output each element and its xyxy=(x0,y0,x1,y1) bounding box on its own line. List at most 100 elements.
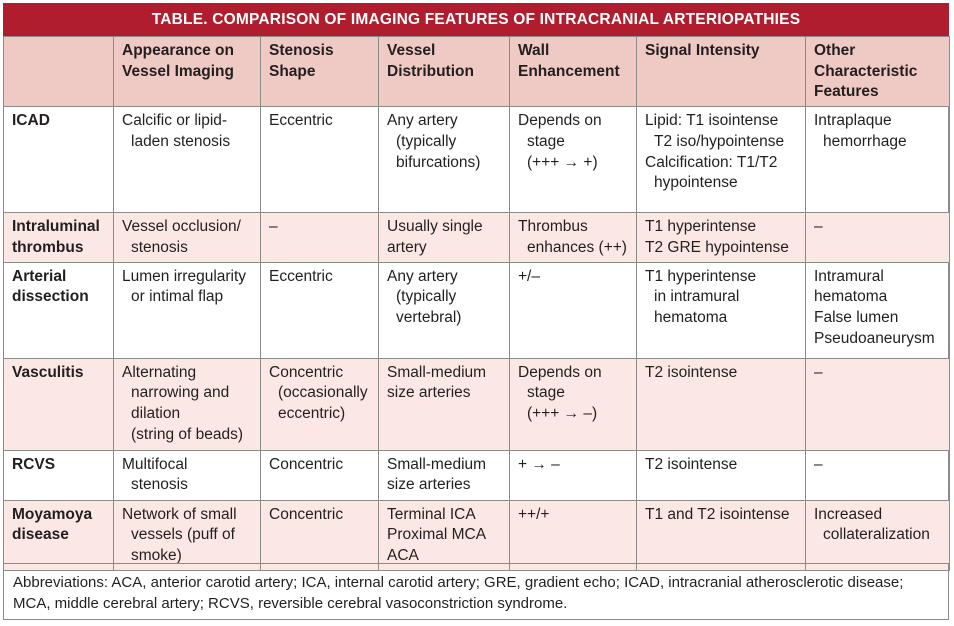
footnote-line: Abbreviations: ACA, anterior carotid art… xyxy=(13,574,904,591)
cell-text: False lumen xyxy=(814,308,899,326)
cell-text: Arterial xyxy=(12,267,67,285)
cell-text: Network of small xyxy=(122,505,237,523)
cell-text: vertebral) xyxy=(396,308,462,326)
cell-text: RCVS xyxy=(12,455,56,473)
cell-text: disease xyxy=(12,526,69,544)
cell-text: Small-medium xyxy=(387,363,487,381)
cell-text: collateralization xyxy=(823,526,930,544)
cell-text: in intramural xyxy=(654,288,740,306)
header-stenosis-shape: Stenosis Shape xyxy=(260,35,379,108)
cell-text: artery xyxy=(387,238,427,256)
cell-text: T2 isointense xyxy=(645,363,738,381)
stenosis-shape-cell: Eccentric xyxy=(260,261,379,359)
cell-text: T2 isointense xyxy=(645,455,738,473)
appearance-cell: Calcific or lipid-laden stenosis xyxy=(113,106,261,214)
header-text: Distribution xyxy=(387,62,474,80)
table-row-icad: ICAD Calcific or lipid-laden stenosis Ecce… xyxy=(3,106,950,214)
header-text: Shape xyxy=(269,62,316,80)
header-wall-enhancement: Wall Enhancement xyxy=(509,35,637,108)
cell-text: Increased xyxy=(814,505,883,523)
cell-text: T2 iso/hypointense xyxy=(654,132,785,150)
table-row-arterial-dissection: Arterial dissection Lumen irregularity or i… xyxy=(3,261,950,359)
cell-text: – xyxy=(814,363,823,381)
header-text: Features xyxy=(814,83,879,101)
other-features-cell: Intramural hematoma False lumen Pseudoaneur… xyxy=(805,261,950,359)
footnote-line: MCA, middle cerebral artery; RCVS, rever… xyxy=(13,594,568,612)
cell-text: +/– xyxy=(518,267,540,285)
vessel-distribution-cell: Small-medium size arteries xyxy=(378,449,510,501)
wall-enhancement-cell: Thrombus enhances (++) xyxy=(509,212,637,263)
cell-text: (+++ → –) xyxy=(527,404,598,422)
cell-text: hemorrhage xyxy=(823,132,907,150)
header-vessel-distribution: Vessel Distribution xyxy=(378,35,510,108)
cell-text: Pseudoaneurysm xyxy=(814,329,935,347)
cell-text: Alternating xyxy=(122,363,197,381)
cell-text: bifurcations) xyxy=(396,153,481,171)
header-text: Characteristic xyxy=(814,62,918,80)
table-row-moyamoya-disease: Moyamoya disease Network of small vessels (… xyxy=(3,499,950,571)
cell-text: (+++ → +) xyxy=(527,153,598,171)
cell-text: Depends on xyxy=(518,363,602,381)
cell-text: Concentric xyxy=(269,455,344,473)
cell-text: Calcific or lipid- xyxy=(122,112,228,130)
cell-text: stenosis xyxy=(131,476,188,494)
other-features-cell: Intraplaque hemorrhage xyxy=(805,106,950,214)
cell-text: Eccentric xyxy=(269,267,333,285)
cell-text: thrombus xyxy=(12,238,84,256)
wall-enhancement-cell: +/– xyxy=(509,261,637,359)
signal-intensity-cell: T1 hyperintense T2 GRE hypointense xyxy=(636,212,806,263)
cell-text: Multifocal xyxy=(122,455,188,473)
row-label: RCVS xyxy=(3,449,114,501)
cell-text: dissection xyxy=(12,288,89,306)
header-text: Stenosis xyxy=(269,42,334,59)
signal-intensity-cell: T2 isointense xyxy=(636,449,806,501)
cell-text: Intraluminal xyxy=(12,218,100,236)
cell-text: (string of beads) xyxy=(131,425,243,443)
appearance-cell: Lumen irregularity or intimal flap xyxy=(113,261,261,359)
wall-enhancement-cell: + → – xyxy=(509,449,637,501)
cell-text: Intramural xyxy=(814,267,884,285)
wall-enhancement-cell: Depends on stage (+++ → –) xyxy=(509,357,637,451)
cell-text: stage xyxy=(527,132,565,150)
cell-text: ACA xyxy=(387,546,419,564)
other-features-cell: – xyxy=(805,357,950,451)
cell-text: eccentric) xyxy=(278,404,346,422)
header-signal-intensity: Signal Intensity xyxy=(636,35,806,108)
row-label: Arterial dissection xyxy=(3,261,114,359)
appearance-cell: Alternating narrowing and dilation (string … xyxy=(113,357,261,451)
cell-text: Any artery xyxy=(387,112,458,130)
stenosis-shape-cell: – xyxy=(260,212,379,263)
header-text: Enhancement xyxy=(518,62,620,80)
cell-text: or intimal flap xyxy=(131,288,224,306)
cell-text: Terminal ICA xyxy=(387,505,476,523)
appearance-cell: Network of small vessels (puff of smoke) xyxy=(113,499,261,571)
vessel-distribution-cell: Usually single artery xyxy=(378,212,510,263)
wall-enhancement-cell: Depends on stage (+++ → +) xyxy=(509,106,637,214)
other-features-cell: – xyxy=(805,449,950,501)
cell-text: Lumen irregularity xyxy=(122,267,247,285)
comparison-table: Appearance on Vessel Imaging Stenosis Shape… xyxy=(3,35,950,571)
vessel-distribution-cell: Terminal ICA Proximal MCA ACA xyxy=(378,499,510,571)
row-label: ICAD xyxy=(3,106,114,214)
cell-text: hematoma xyxy=(654,308,728,326)
cell-text: T1 and T2 isointense xyxy=(645,505,790,523)
signal-intensity-cell: Lipid: T1 isointense T2 iso/hypointense Ca… xyxy=(636,106,806,214)
stenosis-shape-cell: Concentric xyxy=(260,449,379,501)
cell-text: Lipid: T1 isointense xyxy=(645,112,779,130)
cell-text: stage xyxy=(527,384,565,402)
cell-text: (typically xyxy=(396,288,457,306)
cell-text: Any artery xyxy=(387,267,458,285)
cell-text: Moyamoya xyxy=(12,505,93,523)
stenosis-shape-cell: Concentric (occasionally eccentric) xyxy=(260,357,379,451)
stenosis-shape-cell: Eccentric xyxy=(260,106,379,214)
vessel-distribution-cell: Any artery (typically bifurcations) xyxy=(378,106,510,214)
wall-enhancement-cell: ++/+ xyxy=(509,499,637,571)
cell-text: – xyxy=(269,218,278,236)
cell-text: (occasionally xyxy=(278,384,368,402)
header-text: Vessel Imaging xyxy=(122,62,234,80)
cell-text: enhances (++) xyxy=(527,238,627,256)
row-label: Moyamoya disease xyxy=(3,499,114,571)
cell-text: Proximal MCA xyxy=(387,526,487,544)
cell-text: T2 GRE hypointense xyxy=(645,238,789,256)
cell-text: Vessel occlusion/ xyxy=(122,218,241,236)
